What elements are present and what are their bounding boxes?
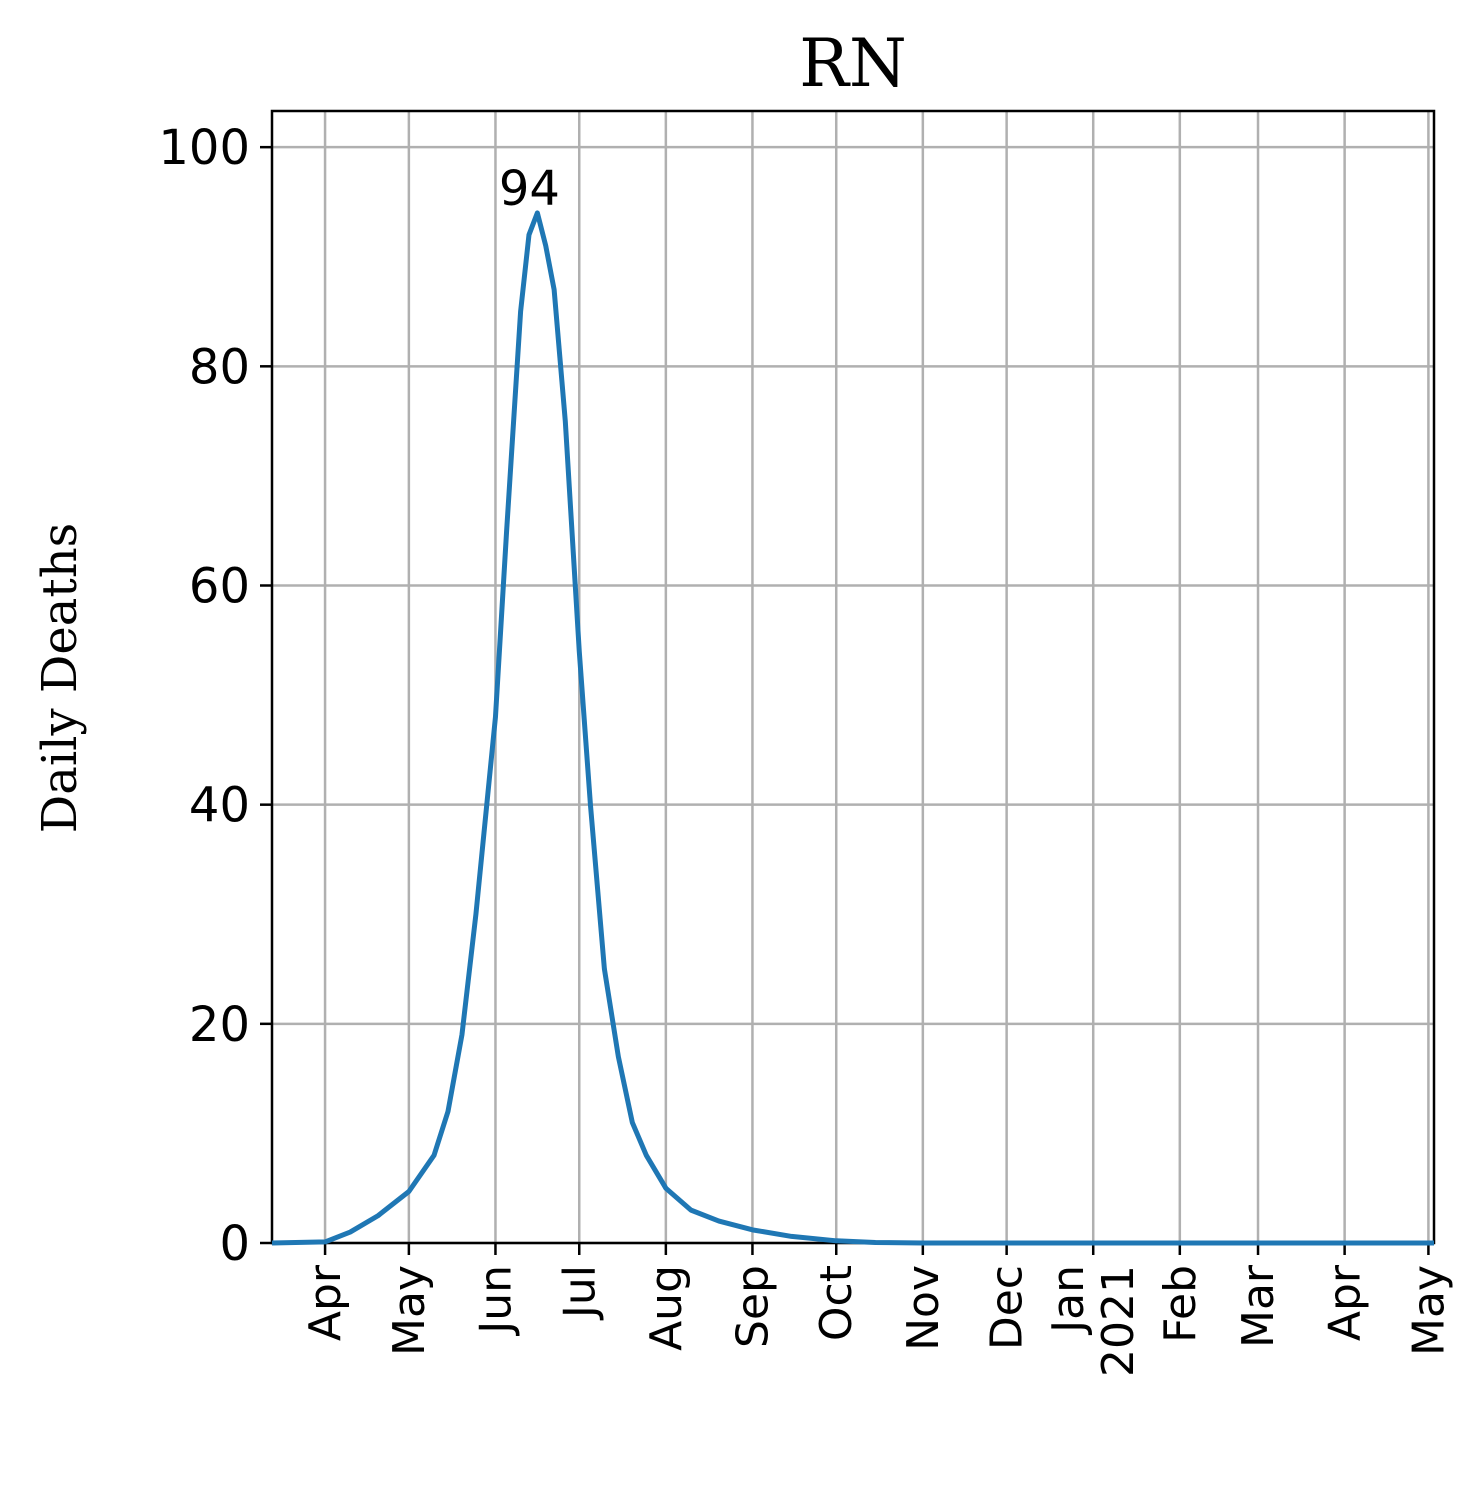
- y-tick-label: 60: [189, 558, 250, 614]
- x-tick-label: Apr: [300, 1264, 351, 1341]
- x-tick-label: Jun: [470, 1265, 521, 1337]
- x-tick-label: Feb: [1155, 1265, 1206, 1343]
- y-tick-label: 20: [189, 997, 250, 1053]
- chart-title: RN: [799, 25, 906, 102]
- x-tick-label: Apr: [1320, 1264, 1371, 1341]
- annotation: 94: [499, 161, 560, 217]
- x-tick-label: Sep: [727, 1265, 778, 1348]
- y-tick-label: 40: [189, 778, 250, 834]
- x-tick-label: Mar: [1233, 1264, 1284, 1348]
- x-tick-label: Aug: [641, 1265, 692, 1351]
- line-series: [271, 210, 1434, 1246]
- y-tick-label: 0: [219, 1216, 250, 1272]
- x-tick-label: May: [1403, 1265, 1454, 1356]
- x-tick-label: 2021: [1093, 1265, 1144, 1377]
- x-tick-label: Oct: [811, 1265, 862, 1341]
- y-tick-label: 80: [189, 339, 250, 395]
- x-tick-label: Nov: [898, 1265, 949, 1351]
- x-tick-label: Jul: [554, 1265, 605, 1321]
- y-tick-label: 100: [158, 120, 250, 176]
- x-tick-label: May: [384, 1265, 435, 1356]
- x-tick-label: Jan: [1043, 1265, 1094, 1336]
- y-axis-label: Daily Deaths: [32, 523, 88, 834]
- x-tick-label: Dec: [982, 1265, 1033, 1350]
